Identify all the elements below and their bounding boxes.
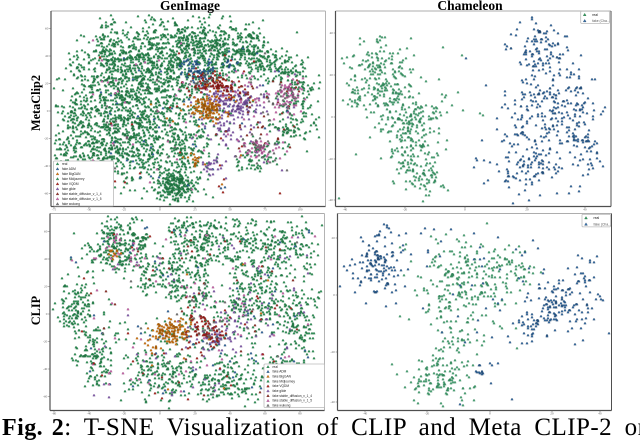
svg-text:40: 40 xyxy=(583,208,587,212)
svg-text:40: 40 xyxy=(44,257,48,261)
svg-text:fake VQDM: fake VQDM xyxy=(62,182,79,186)
svg-text:-40: -40 xyxy=(44,164,49,168)
svg-text:0: 0 xyxy=(46,312,48,316)
svg-text:fake Midjourney: fake Midjourney xyxy=(62,177,85,181)
svg-text:60: 60 xyxy=(263,412,267,416)
svg-text:-20: -20 xyxy=(44,137,49,141)
svg-text:fake BigGAN: fake BigGAN xyxy=(273,374,292,378)
svg-text:real: real xyxy=(273,365,279,369)
svg-text:fake glide: fake glide xyxy=(62,187,76,191)
svg-text:-60: -60 xyxy=(52,412,57,416)
svg-text:fake VQDM: fake VQDM xyxy=(273,384,290,388)
svg-text:0: 0 xyxy=(464,208,466,212)
svg-text:fake BigGAN: fake BigGAN xyxy=(62,172,81,176)
svg-text:20: 20 xyxy=(45,82,49,86)
svg-text:fake (Cha...: fake (Cha... xyxy=(592,19,610,23)
svg-text:fake stable_diffusion_v_1_5: fake stable_diffusion_v_1_5 xyxy=(62,197,102,201)
svg-text:fake stable_diffusion_v_1_4: fake stable_diffusion_v_1_4 xyxy=(273,394,313,398)
svg-text:20: 20 xyxy=(550,412,554,416)
svg-text:-40: -40 xyxy=(330,400,335,404)
svg-text:-20: -20 xyxy=(43,340,48,344)
svg-text:20: 20 xyxy=(332,236,336,240)
svg-text:real: real xyxy=(592,13,598,17)
svg-text:-60: -60 xyxy=(43,395,48,399)
svg-text:-40: -40 xyxy=(363,412,368,416)
svg-text:fake ADM: fake ADM xyxy=(62,167,76,171)
svg-text:MetaClip2: MetaClip2 xyxy=(29,75,43,131)
svg-text:-20: -20 xyxy=(122,412,127,416)
svg-text:-20: -20 xyxy=(330,350,335,354)
svg-text:-20: -20 xyxy=(425,412,430,416)
svg-text:-50: -50 xyxy=(87,208,92,212)
svg-text:fake wukong: fake wukong xyxy=(273,403,291,407)
svg-text:fake ADM: fake ADM xyxy=(273,370,287,374)
svg-text:-40: -40 xyxy=(87,412,92,416)
svg-text:40: 40 xyxy=(45,54,49,58)
svg-text:-60: -60 xyxy=(44,192,49,196)
svg-text:60: 60 xyxy=(44,230,48,234)
svg-text:-75: -75 xyxy=(52,208,57,212)
svg-text:fake wukong: fake wukong xyxy=(62,202,80,206)
svg-text:75: 75 xyxy=(263,208,267,212)
svg-text:GenImage: GenImage xyxy=(160,0,220,13)
svg-text:-40: -40 xyxy=(343,208,348,212)
svg-text:-25: -25 xyxy=(122,208,127,212)
svg-text:80: 80 xyxy=(298,412,302,416)
svg-text:0: 0 xyxy=(47,109,49,113)
svg-text:fake stable_diffusion_v_1_4: fake stable_diffusion_v_1_4 xyxy=(62,192,102,196)
svg-text:real: real xyxy=(594,216,600,220)
svg-text:-40: -40 xyxy=(328,198,333,202)
svg-text:20: 20 xyxy=(525,208,529,212)
svg-text:50: 50 xyxy=(228,208,232,212)
svg-text:40: 40 xyxy=(228,412,232,416)
svg-text:0: 0 xyxy=(159,412,161,416)
svg-text:fake Midjourney: fake Midjourney xyxy=(273,379,296,383)
svg-text:fake (Cha...: fake (Cha... xyxy=(594,222,612,226)
svg-text:-40: -40 xyxy=(43,367,48,371)
svg-text:fake stable_diffusion_v_1_5: fake stable_diffusion_v_1_5 xyxy=(273,399,313,403)
svg-text:20: 20 xyxy=(330,73,334,77)
svg-text:0: 0 xyxy=(333,293,335,297)
svg-text:0: 0 xyxy=(159,208,161,212)
svg-text:100: 100 xyxy=(297,208,302,212)
svg-text:Chameleon: Chameleon xyxy=(437,0,503,13)
svg-text:0: 0 xyxy=(331,115,333,119)
svg-text:60: 60 xyxy=(45,27,49,31)
svg-text:real: real xyxy=(62,162,68,166)
svg-text:CLIP: CLIP xyxy=(29,295,43,325)
svg-text:fake glide: fake glide xyxy=(273,389,287,393)
svg-text:40: 40 xyxy=(598,412,602,416)
svg-text:20: 20 xyxy=(44,285,48,289)
svg-text:-20: -20 xyxy=(328,157,333,161)
svg-text:25: 25 xyxy=(193,208,197,212)
svg-text:0: 0 xyxy=(489,412,491,416)
svg-text:-20: -20 xyxy=(403,208,408,212)
svg-text:20: 20 xyxy=(193,412,197,416)
svg-text:40: 40 xyxy=(330,31,334,35)
